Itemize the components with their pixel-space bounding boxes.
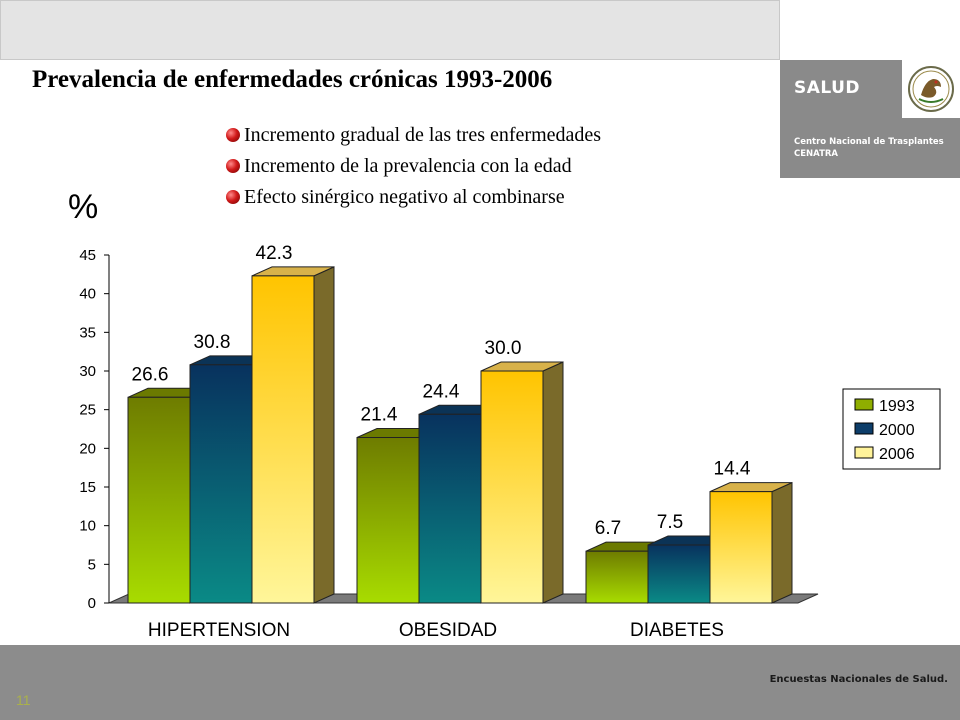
bar-side-face — [542, 361, 564, 604]
data-label: 30.8 — [194, 332, 231, 353]
y-tick-label: 15 — [79, 479, 96, 496]
footer-band: Encuestas Nacionales de Salud. 11 — [0, 645, 960, 720]
bar-front-face — [647, 544, 711, 604]
category-label: OBESIDAD — [399, 620, 497, 641]
data-label: 26.6 — [132, 364, 169, 385]
category-label: HIPERTENSION — [148, 620, 290, 641]
page-title: Prevalencia de enfermedades crónicas 199… — [32, 66, 553, 93]
bar-front-face — [418, 413, 482, 604]
bullet-text: Efecto sinérgico negativo al combinarse — [244, 186, 565, 208]
mexican-eagle-seal-icon — [902, 60, 960, 118]
legend-entry: 2006 — [879, 446, 915, 463]
bar-side-face — [771, 481, 793, 604]
legend-entry: 2000 — [879, 422, 915, 439]
bullet-list: Incremento gradual de las tres enfermeda… — [226, 120, 601, 213]
bullet-item: Incremento gradual de las tres enfermeda… — [226, 120, 601, 151]
cenatra-abbrev-text: CENATRA — [794, 149, 838, 159]
category-label: DIABETES — [630, 620, 724, 641]
bar-side-face — [313, 266, 335, 604]
red-ball-bullet-icon — [226, 190, 240, 204]
bar-hipertension-2006 — [251, 266, 335, 604]
y-tick-label: 30 — [79, 363, 96, 380]
red-ball-bullet-icon — [226, 128, 240, 142]
bar-chart: 0 5 10 15 20 25 30 35 40 45 26.6 30.8 42.3 HIPERTENSI… — [79, 243, 941, 641]
data-label: 6.7 — [595, 518, 621, 539]
y-tick-label: 40 — [79, 286, 96, 303]
source-note: Encuestas Nacionales de Salud. — [769, 674, 948, 685]
bar-front-face — [127, 396, 191, 604]
bullet-item: Incremento de la prevalencia con la edad — [226, 151, 601, 182]
data-label: 30.0 — [485, 338, 522, 359]
data-label: 7.5 — [657, 512, 683, 533]
y-tick-label: 20 — [79, 440, 96, 457]
y-tick-label: 45 — [79, 247, 96, 264]
bar-front-face — [709, 491, 773, 604]
red-ball-bullet-icon — [226, 159, 240, 173]
data-label: 14.4 — [714, 459, 751, 480]
y-axis-label: % — [68, 188, 99, 226]
legend-swatch — [854, 446, 874, 459]
legend-swatch — [854, 398, 874, 411]
bar-front-face — [251, 275, 315, 604]
bar-obesidad-2006 — [480, 361, 564, 604]
bullet-text: Incremento de la prevalencia con la edad — [244, 155, 572, 177]
bar-front-face — [356, 437, 420, 604]
y-tick-label: 0 — [88, 595, 96, 612]
bullet-item: Efecto sinérgico negativo al combinarse — [226, 182, 601, 213]
bar-front-face — [480, 370, 544, 604]
data-label: 42.3 — [256, 243, 293, 264]
salud-logo: SALUD Centro Nacional de Trasplantes CEN… — [780, 60, 960, 178]
y-tick-label: 35 — [79, 324, 96, 341]
page-number: 11 — [16, 692, 31, 708]
legend-entry: 1993 — [879, 398, 915, 415]
y-tick-label: 5 — [88, 556, 96, 573]
bar-front-face — [585, 550, 649, 604]
bar-diabetes-2006 — [709, 481, 793, 604]
y-tick-label: 10 — [79, 518, 96, 535]
salud-logo-text: SALUD — [794, 78, 861, 98]
header-band — [0, 0, 780, 60]
data-label: 24.4 — [423, 381, 460, 402]
legend-swatch — [854, 422, 874, 435]
bullet-text: Incremento gradual de las tres enfermeda… — [244, 124, 602, 146]
bar-front-face — [189, 364, 253, 604]
data-label: 21.4 — [361, 405, 398, 426]
y-tick-label: 25 — [79, 402, 96, 419]
cenatra-name-text: Centro Nacional de Trasplantes — [794, 137, 944, 147]
